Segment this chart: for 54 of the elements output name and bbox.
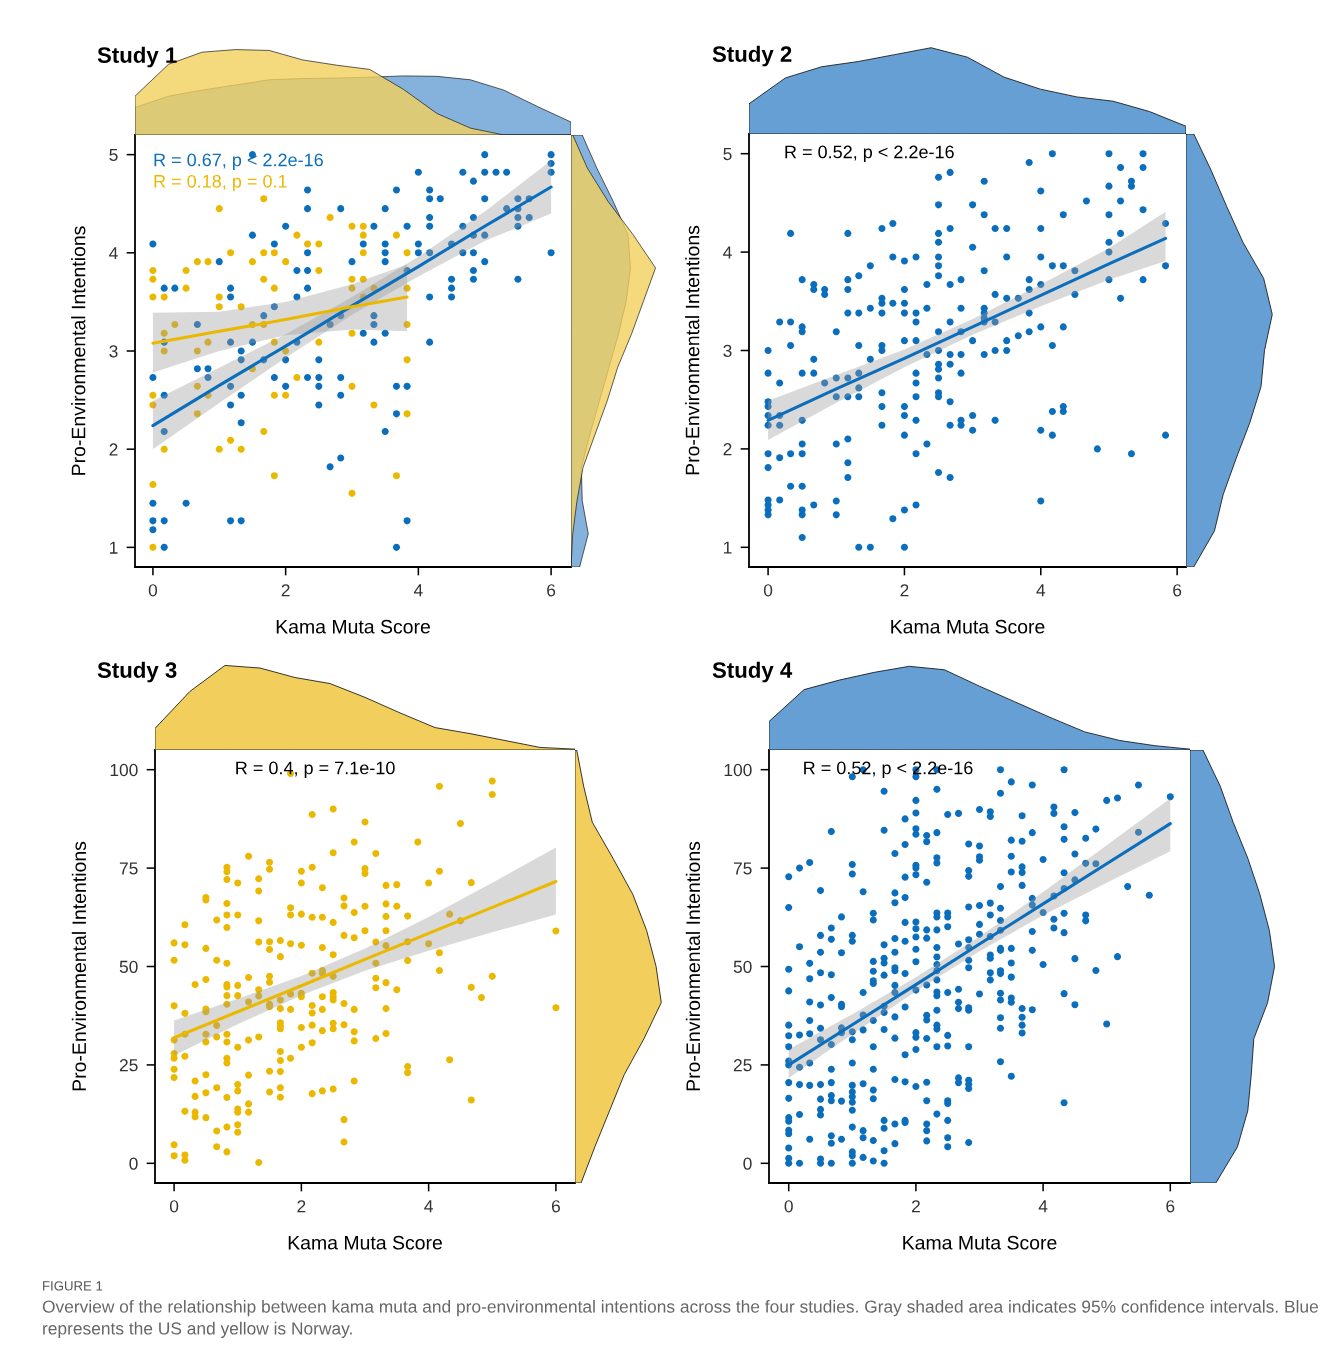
annotation: R = 0.52, p < 2.2e-16 — [785, 145, 954, 162]
x-tick-label: 4 — [1036, 584, 1046, 597]
y-tick-label: 0 — [743, 1157, 752, 1170]
x-tick-label: 0 — [763, 584, 773, 597]
y-tick-label: 1 — [724, 541, 732, 554]
y-tick-label: 1 — [110, 541, 118, 554]
chart-title: Study 2 — [712, 45, 792, 67]
x-tick-label: 2 — [297, 1200, 306, 1213]
y-tick-label: 50 — [119, 960, 138, 973]
x-tick-label: 6 — [1173, 584, 1182, 597]
y-tick-label: 25 — [119, 1059, 138, 1072]
x-axis-title: Kama Muta Score — [276, 619, 430, 634]
chart-title: Study 1 — [97, 46, 177, 68]
annotation: R = 0.4, p = 7.1e-10 — [236, 761, 395, 778]
y-tick-label: 3 — [723, 344, 732, 357]
x-tick-label: 2 — [900, 584, 909, 597]
y-tick-label: 5 — [109, 148, 118, 162]
x-tick-label: 6 — [1166, 1200, 1175, 1213]
y-tick-label: 2 — [109, 443, 118, 456]
y-tick-label: 4 — [723, 246, 732, 259]
x-tick-label: 0 — [784, 1200, 793, 1213]
y-axis-title: Pro-Environmental Intentions — [685, 225, 700, 475]
text: Overview of the relationship between kama muta and pro-environmental intentions across the four studies. Gray shaded area indicates 95% confidence intervals. Blue represents the US and yellow is Norway. — [42, 1300, 1318, 1339]
x-tick-label: 4 — [413, 584, 423, 597]
y-tick-label: 5 — [723, 148, 732, 161]
x-axis-title: Kama Muta Score — [288, 1235, 442, 1250]
y-tick-label: 3 — [109, 345, 118, 358]
y-tick-label: 100 — [110, 763, 138, 777]
y-tick-label: 50 — [733, 960, 752, 973]
x-axis-title: Kama Muta Score — [891, 619, 1045, 634]
y-tick-label: 25 — [733, 1059, 752, 1072]
line-series — [151, 295, 409, 345]
y-axis-title: Pro-Environmental Intentions — [71, 841, 87, 1091]
chart-title: Study 3 — [97, 661, 177, 683]
y-tick-label: 75 — [119, 862, 138, 875]
chart-title: Study 4 — [712, 661, 793, 683]
y-tick-label: 75 — [733, 862, 752, 875]
x-tick-label: 2 — [911, 1200, 920, 1213]
x-tick-label: 0 — [148, 584, 158, 597]
x-axis-title: Kama Muta Score — [903, 1235, 1057, 1250]
x-tick-label: 2 — [281, 584, 290, 597]
x-tick-label: 4 — [424, 1200, 433, 1213]
x-tick-label: 6 — [547, 584, 556, 597]
x-tick-label: 6 — [551, 1200, 560, 1213]
x-tick-label: 0 — [169, 1200, 179, 1213]
y-axis-title: Pro-Environmental Intentions — [685, 841, 701, 1091]
y-tick-label: 4 — [109, 247, 118, 260]
y-axis-title: Pro-Environmental Intentions — [71, 226, 86, 475]
text: FIGURE 1 — [43, 1281, 103, 1291]
x-tick-label: 4 — [1038, 1200, 1048, 1213]
y-tick-label: 100 — [724, 763, 752, 777]
y-tick-label: 2 — [723, 443, 732, 456]
text: R = 0.18, p = 0.1 — [154, 174, 287, 192]
y-tick-label: 0 — [129, 1157, 138, 1170]
